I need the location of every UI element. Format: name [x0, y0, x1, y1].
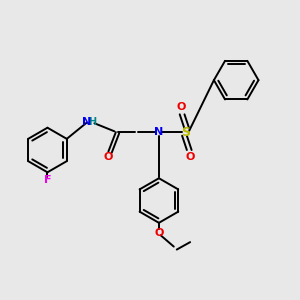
Text: S: S [181, 126, 190, 139]
Text: O: O [176, 103, 186, 112]
Text: N: N [154, 127, 164, 137]
Text: O: O [154, 228, 164, 238]
Text: H: H [88, 117, 96, 127]
Text: O: O [185, 152, 195, 162]
Text: O: O [104, 152, 113, 162]
Text: N: N [82, 117, 91, 127]
Text: F: F [44, 175, 51, 185]
